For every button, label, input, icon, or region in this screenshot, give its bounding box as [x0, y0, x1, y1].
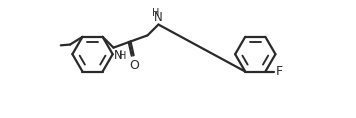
Text: F: F [276, 65, 283, 78]
Text: N: N [114, 49, 123, 62]
Text: H: H [152, 8, 160, 18]
Text: H: H [119, 51, 127, 61]
Text: N: N [154, 11, 163, 24]
Text: O: O [130, 59, 139, 72]
